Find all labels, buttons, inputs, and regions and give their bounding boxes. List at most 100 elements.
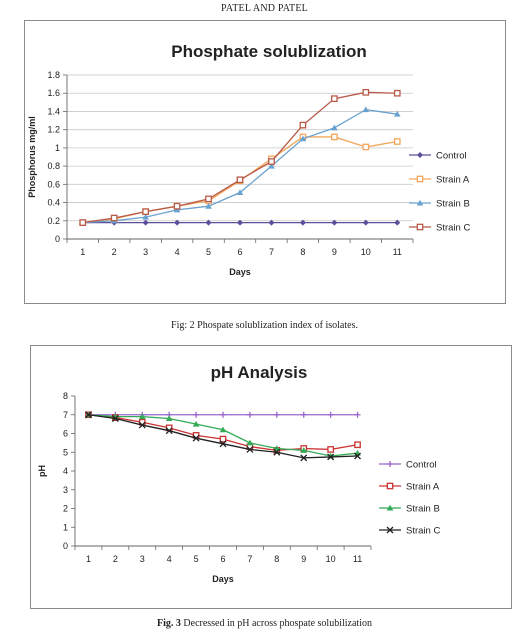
data-point [205,195,212,203]
series-line [88,414,358,452]
y-tick-label: 1.8 [47,70,60,80]
data-point [192,420,200,427]
legend-label: Strain B [406,504,440,515]
data-point [331,124,338,131]
legend-entry: Control [379,460,437,471]
data-point [300,411,307,418]
data-point [327,453,335,461]
data-point [236,176,244,184]
legend-label: Strain A [406,482,440,493]
legend-entry: Strain B [409,199,470,210]
series-line [88,414,358,457]
x-tick-labels: 1 2 3 4 5 6 7 8 9 10 11 [86,554,362,564]
x-tick-label: 9 [301,554,306,564]
x-tick-label: 3 [143,247,148,257]
data-point [220,411,226,418]
data-point [273,448,281,456]
y-tick-label: 1.2 [47,125,60,135]
data-point [362,88,370,96]
figure-3-caption-text: Decressed in pH across phospate solubili… [180,618,372,629]
data-point [165,415,173,421]
x-tick-label: 11 [353,554,362,564]
y-tick-label: 0 [63,541,68,551]
data-point [268,162,275,169]
legend-entry: Control [409,151,467,162]
y-tick-label: 1.4 [47,106,60,116]
data-point [354,411,361,418]
legend-marker [416,223,424,231]
data-point [268,219,275,226]
data-point [79,219,87,226]
x-tick-label: 2 [112,247,117,257]
data-point [219,426,227,433]
figure-2-frame: Phosphate solublization 0 0.2 0.4 0.6 0.8 1 1.2… [24,20,506,304]
x-tick-label: 10 [361,247,371,257]
data-point [174,219,181,226]
data-point [237,219,243,226]
x-tick-label: 1 [86,554,91,564]
running-header: PATEL AND PATEL [221,3,308,14]
legend-marker [416,175,424,183]
data-point [193,411,200,418]
x-axis-label: Days [229,267,251,277]
y-tick-label: 6 [63,429,68,439]
phosphate-chart: Phosphate solublization 0 0.2 0.4 0.6 0.8 1 1.2… [27,42,470,277]
y-tick-label: 0.4 [47,198,60,208]
chart-title: pH Analysis [211,363,308,382]
data-point [219,435,227,443]
y-tick-label: 0.8 [47,161,60,171]
y-tick-label: 5 [63,447,68,457]
y-tick-labels: 0 1 2 3 4 5 6 7 8 [63,391,68,551]
y-tick-label: 3 [63,485,68,495]
data-point [165,427,173,435]
data-point [268,158,275,165]
data-point [362,143,370,151]
data-point [205,202,212,209]
data-point [300,454,308,462]
x-tick-label: 9 [332,247,337,257]
x-tick-label: 10 [326,554,336,564]
legend-entry: Strain B [379,504,440,515]
data-point [362,106,370,113]
x-tick-label: 1 [80,247,85,257]
series-strain-c [84,411,362,462]
data-point [354,441,361,449]
data-point [84,411,92,419]
data-point [327,411,334,418]
figure-3-caption: Fig. 3 Decressed in pH across phospate s… [0,618,529,629]
series-strain-c [79,88,401,226]
data-point [300,447,308,453]
figure-3-frame: pH Analysis 0 1 2 3 4 5 6 7 8 1 2 3 4 5 6 7 8 9 10 11 Days pH C… [30,345,512,609]
data-point [273,445,281,451]
legend-marker [386,482,394,490]
x-tick-label: 4 [167,554,172,564]
x-tick-label: 8 [274,554,279,564]
data-point [327,446,334,453]
data-point [236,189,244,196]
y-axis-label: Phosphorus mg/ml [27,116,37,198]
x-tick-label: 5 [194,554,199,564]
legend-label: Strain C [436,223,470,234]
data-point [142,208,149,216]
x-tick-label: 7 [269,247,274,257]
legend-entry: Strain C [409,223,470,234]
y-tick-label: 0.2 [47,216,60,226]
data-point [331,133,338,141]
data-point [331,219,338,226]
legend-label: Control [406,460,437,471]
y-tick-label: 1 [63,522,68,532]
x-tick-label: 7 [247,554,252,564]
data-point [246,439,254,446]
y-tick-label: 1 [55,143,60,153]
legend-marker [416,199,424,206]
series-strain-a [85,411,361,454]
y-tick-label: 4 [63,466,68,476]
data-point [273,411,280,418]
data-point [246,411,253,418]
data-point [394,219,401,226]
figure-3-caption-label: Fig. 3 [157,618,181,629]
data-point [192,434,200,442]
data-point [205,219,212,226]
legend-entry: Strain C [379,526,440,537]
data-point [142,213,149,220]
